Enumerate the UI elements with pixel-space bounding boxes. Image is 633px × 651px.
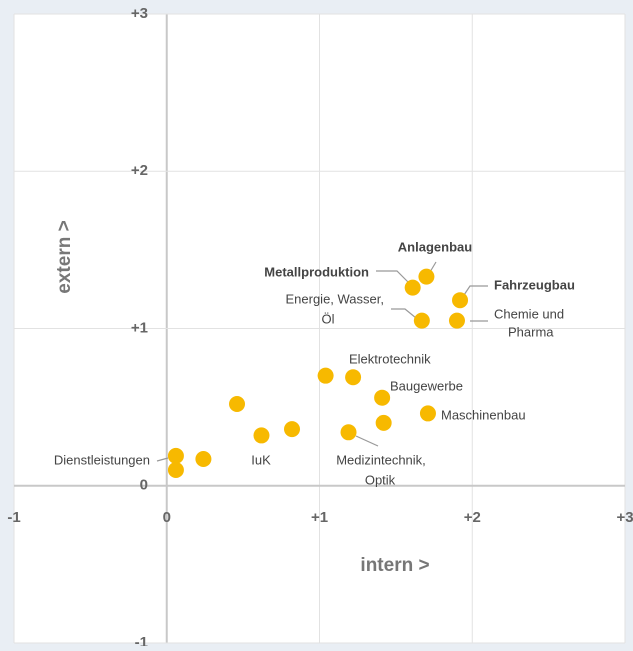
annotation: Baugewerbe <box>390 378 463 393</box>
y-tick-label: -1 <box>135 634 148 646</box>
y-tick-label: 0 <box>140 477 148 494</box>
point <box>317 367 334 384</box>
point <box>229 395 246 412</box>
y-tick-label: +2 <box>131 162 148 179</box>
annotation: Energie, Wasser, <box>285 291 384 306</box>
point <box>419 405 436 422</box>
point <box>418 268 435 285</box>
annotation: Optik <box>365 472 396 487</box>
point <box>345 369 362 386</box>
point <box>374 389 391 406</box>
annotation: Öl <box>322 311 335 326</box>
leader-line <box>391 308 417 319</box>
annotation: Metallproduktion <box>264 264 369 279</box>
point <box>195 451 212 468</box>
leader-line <box>156 457 169 462</box>
x-tick-label: -1 <box>7 509 20 526</box>
annotation: Maschinenbau <box>441 407 526 422</box>
annotation: Anlagenbau <box>398 239 472 254</box>
leader-line <box>355 435 379 447</box>
annotation: IuK <box>251 452 271 467</box>
annotation: Fahrzeugbau <box>494 277 575 292</box>
point <box>375 414 392 431</box>
point <box>284 421 301 438</box>
point <box>340 424 357 441</box>
x-tick-label: +3 <box>616 509 633 526</box>
point <box>404 279 421 296</box>
leader-line <box>463 285 488 296</box>
x-tick-label: +2 <box>464 509 481 526</box>
annotation: Medizintechnik, <box>336 452 426 467</box>
y-tick-label: +3 <box>131 5 148 22</box>
annotation: Dienstleistungen <box>54 452 150 467</box>
point <box>253 427 270 444</box>
annotation: Pharma <box>508 324 554 339</box>
y-axis-title: extern > <box>54 220 75 293</box>
annotation: Elektrotechnik <box>349 351 431 366</box>
x-tick-label: 0 <box>163 509 171 526</box>
point <box>167 462 184 479</box>
x-axis-title: intern > <box>360 555 429 576</box>
point <box>413 312 430 329</box>
x-tick-label: +1 <box>311 509 328 526</box>
leader-line <box>376 270 409 283</box>
annotation: Chemie und <box>494 306 564 321</box>
point <box>167 447 184 464</box>
point <box>452 292 469 309</box>
y-tick-label: +1 <box>131 319 148 336</box>
point <box>448 312 465 329</box>
